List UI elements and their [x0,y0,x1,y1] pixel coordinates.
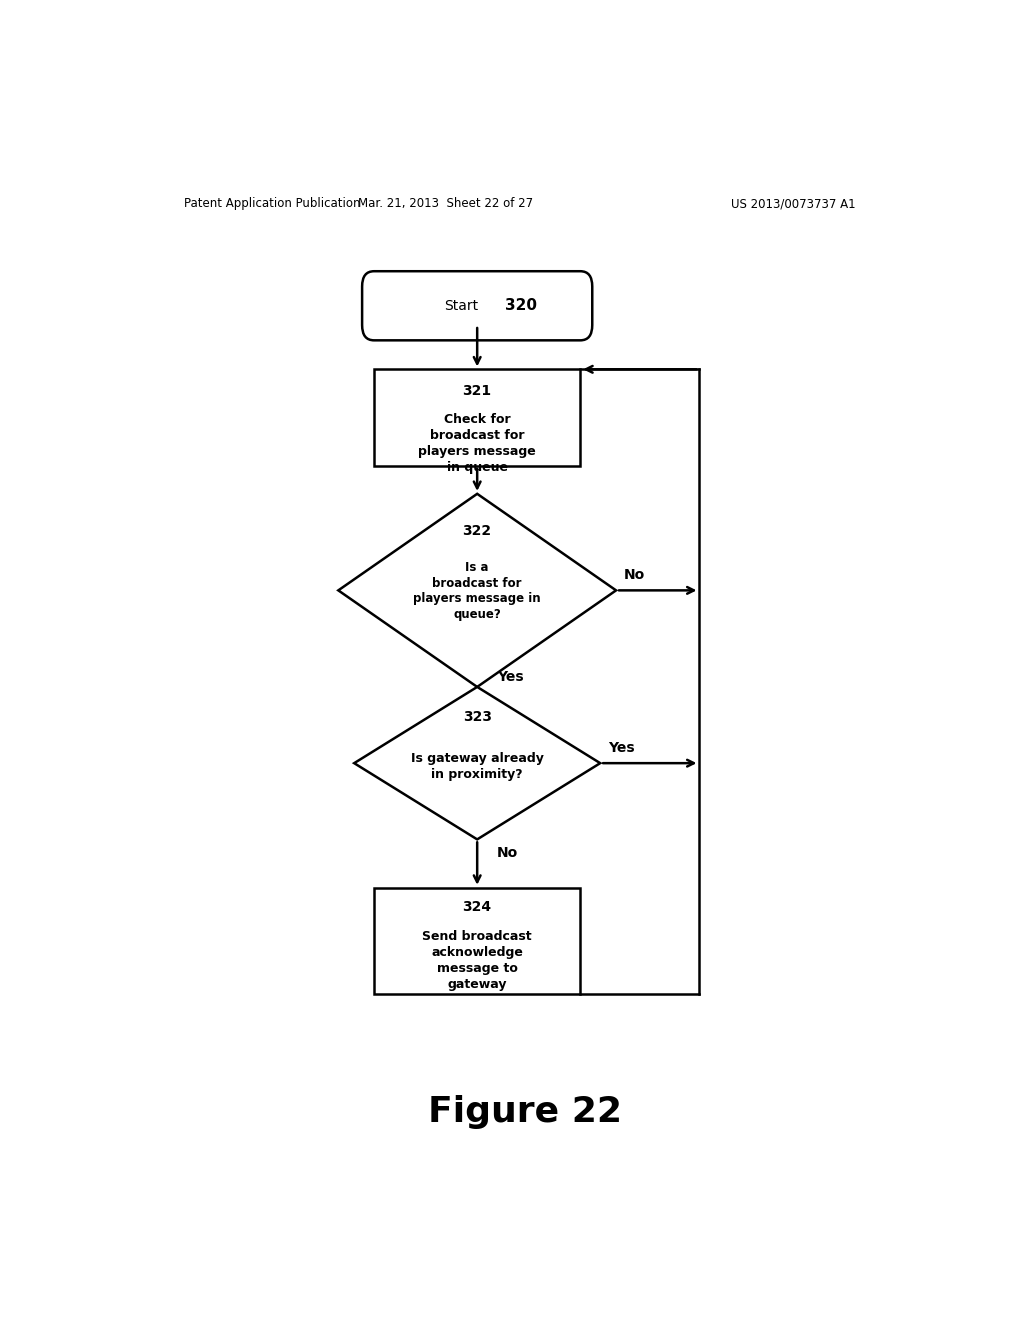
Text: Yes: Yes [608,741,635,755]
Text: No: No [624,568,645,582]
Text: 322: 322 [463,524,492,537]
Text: Check for
broadcast for
players message
in queue: Check for broadcast for players message … [419,413,536,474]
Polygon shape [338,494,616,686]
Text: US 2013/0073737 A1: US 2013/0073737 A1 [731,197,856,210]
Text: 320: 320 [505,298,537,313]
Polygon shape [354,686,600,840]
Bar [374,370,581,466]
Text: Yes: Yes [497,669,523,684]
Text: 324: 324 [463,900,492,913]
Text: Patent Application Publication: Patent Application Publication [183,197,360,210]
Text: Mar. 21, 2013  Sheet 22 of 27: Mar. 21, 2013 Sheet 22 of 27 [357,197,534,210]
Text: Is gateway already
in proximity?: Is gateway already in proximity? [411,751,544,780]
Text: Send broadcast
acknowledge
message to
gateway: Send broadcast acknowledge message to ga… [422,931,532,991]
Bar [374,887,581,994]
Text: 323: 323 [463,710,492,725]
Text: Figure 22: Figure 22 [428,1096,622,1129]
Text: Is a
broadcast for
players message in
queue?: Is a broadcast for players message in qu… [414,561,541,620]
Text: 321: 321 [463,384,492,397]
Text: Start: Start [444,298,478,313]
FancyBboxPatch shape [362,271,592,341]
Text: No: No [497,846,518,861]
